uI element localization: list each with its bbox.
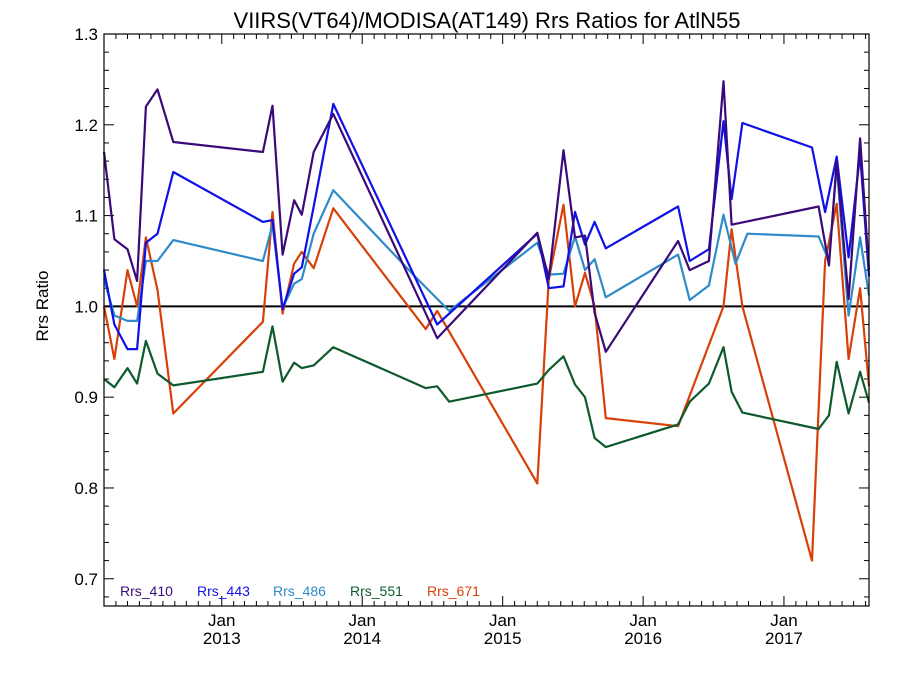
x-tick-label-month: Jan xyxy=(770,611,797,630)
tick-marks xyxy=(104,33,869,606)
series-line-rrs-486 xyxy=(102,164,871,322)
x-tick-label-year: 2013 xyxy=(203,629,241,648)
series-lines xyxy=(102,80,871,562)
series-line-rrs-410 xyxy=(102,80,871,353)
x-tick-label-year: 2017 xyxy=(765,629,803,648)
chart-title: VIIRS(VT64)/MODISA(AT149) Rrs Ratios for… xyxy=(234,8,741,33)
y-tick-label: 0.9 xyxy=(74,388,98,407)
y-axis-label: Rrs Ratio xyxy=(33,271,52,342)
legend-label: Rrs_551 xyxy=(350,583,403,599)
x-tick-label-month: Jan xyxy=(208,611,235,630)
legend-label: Rrs_443 xyxy=(197,583,250,599)
legend-label: Rrs_671 xyxy=(427,583,480,599)
plot-frame xyxy=(103,33,870,607)
x-tick-label-year: 2015 xyxy=(484,629,522,648)
series-line-rrs-671 xyxy=(102,202,871,562)
x-tick-label-month: Jan xyxy=(348,611,375,630)
series-line-rrs-551 xyxy=(103,325,871,449)
legend-label: Rrs_486 xyxy=(273,583,326,599)
x-tick-label-year: 2016 xyxy=(624,629,662,648)
y-tick-label: 1.1 xyxy=(74,207,98,226)
y-tick-label: 1.0 xyxy=(74,297,98,316)
y-tick-labels: 0.7 0.8 0.9 1.0 1.1 1.2 1.3 xyxy=(74,25,98,589)
x-tick-label-year: 2014 xyxy=(343,629,381,648)
y-tick-label: 1.2 xyxy=(74,116,98,135)
y-tick-label: 0.8 xyxy=(74,479,98,498)
legend: Rrs_410 Rrs_443 Rrs_486 Rrs_551 Rrs_671 xyxy=(120,583,480,599)
y-tick-label: 0.7 xyxy=(74,570,98,589)
series-line-rrs-443 xyxy=(102,102,871,351)
legend-label: Rrs_410 xyxy=(120,583,173,599)
y-tick-label: 1.3 xyxy=(74,25,98,44)
x-tick-label-month: Jan xyxy=(629,611,656,630)
x-tick-label-month: Jan xyxy=(489,611,516,630)
